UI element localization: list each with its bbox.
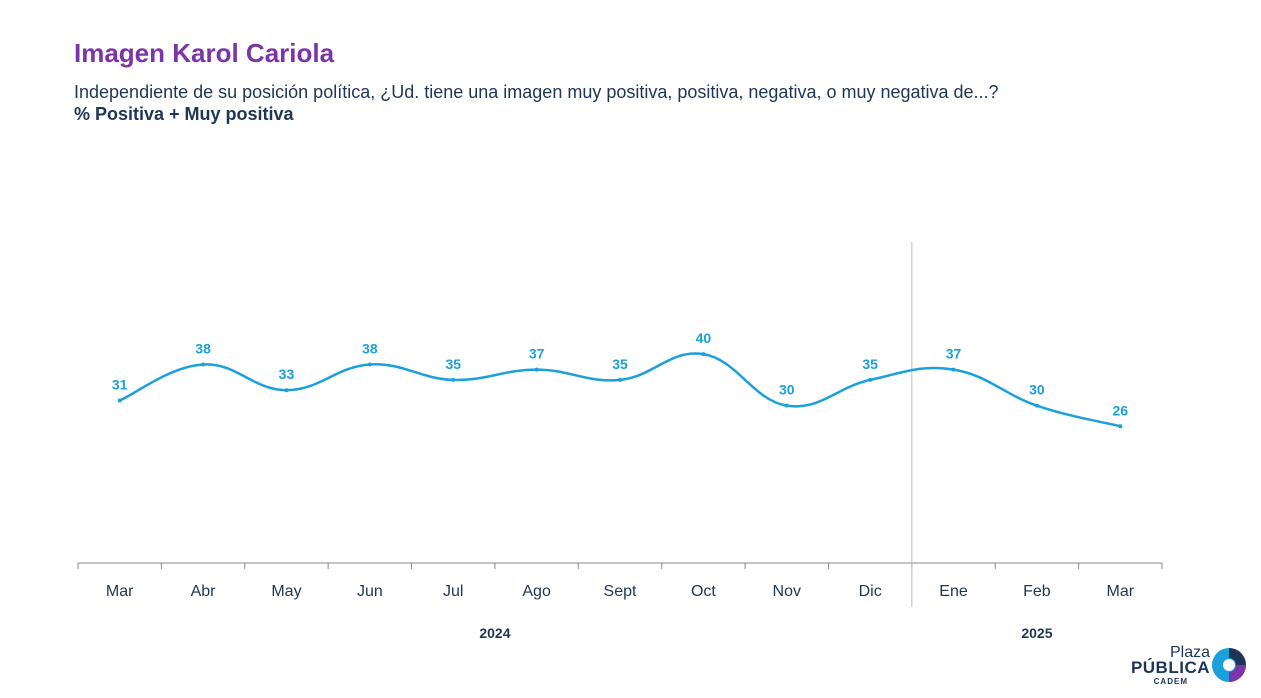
data-label: 35 (612, 356, 628, 372)
data-label: 30 (1029, 382, 1045, 398)
data-label: 35 (862, 356, 878, 372)
data-label: 26 (1113, 402, 1129, 418)
data-point (284, 388, 289, 393)
data-point (1034, 403, 1039, 408)
data-label: 30 (779, 382, 795, 398)
x-tick-label: Jul (443, 583, 463, 600)
data-label: 37 (529, 346, 545, 362)
data-label: 40 (696, 330, 712, 346)
data-point (201, 362, 206, 367)
data-label: 37 (946, 346, 962, 362)
x-tick-label: Sept (604, 583, 637, 600)
x-tick-label: Dic (859, 583, 882, 600)
data-point (117, 398, 122, 403)
data-point (367, 362, 372, 367)
logo-plaza-text: Plaza (1169, 644, 1210, 661)
data-label: 35 (445, 356, 461, 372)
data-point (701, 352, 706, 357)
data-point (951, 367, 956, 372)
x-tick-label: Ene (939, 583, 968, 600)
plaza-publica-cadem-logo: Plaza PÚBLICA CADEM (1118, 642, 1248, 692)
logo-cadem-text: CADEM (1153, 677, 1188, 686)
year-group-label: 2024 (479, 625, 510, 641)
year-group-label: 2025 (1021, 625, 1052, 641)
chart-metric-label: % Positiva + Muy positiva (74, 104, 294, 124)
data-point (1118, 424, 1123, 429)
chart-title: Imagen Karol Cariola (74, 38, 335, 68)
data-point (451, 377, 456, 382)
x-tick-label: Nov (773, 583, 801, 600)
data-point (618, 377, 622, 382)
logo-publica-text: PÚBLICA (1130, 658, 1210, 677)
data-point (868, 377, 873, 382)
x-tick-label: Jun (357, 583, 383, 600)
x-tick-label: Oct (691, 583, 716, 600)
data-label: 38 (195, 340, 211, 356)
data-label: 33 (279, 366, 295, 382)
data-label: 31 (112, 377, 128, 393)
logo-mark-icon (1212, 648, 1246, 682)
x-tick-label: May (271, 583, 301, 600)
x-tick-label: Ago (522, 583, 551, 600)
data-label: 38 (362, 340, 378, 356)
x-tick-label: Mar (106, 583, 134, 600)
chart-question: Independiente de su posición política, ¿… (74, 82, 999, 102)
data-point (534, 367, 539, 372)
x-tick-label: Abr (191, 583, 217, 600)
data-point (784, 403, 789, 408)
x-tick-label: Feb (1023, 583, 1051, 600)
x-tick-label: Mar (1107, 583, 1135, 600)
